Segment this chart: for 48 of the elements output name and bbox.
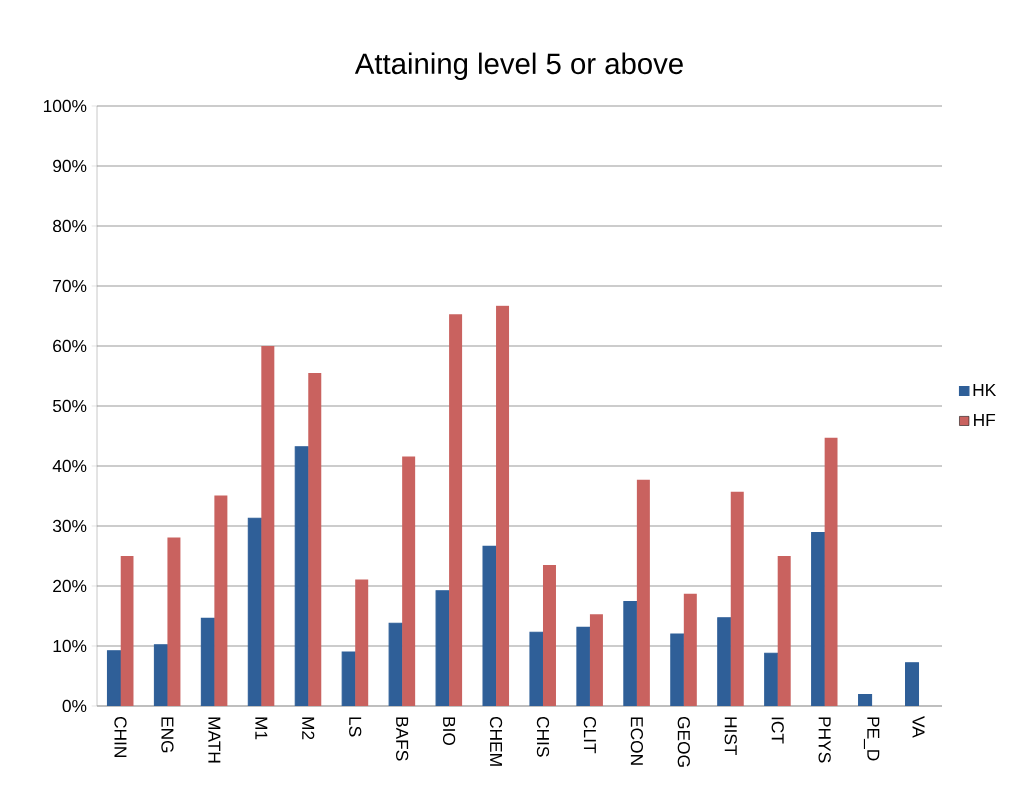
x-tick-label: GEOG (677, 716, 690, 767)
y-tick-label: 50% (52, 399, 87, 413)
bar (449, 314, 463, 706)
bar (777, 555, 791, 706)
y-tick-label: 80% (53, 219, 87, 233)
y-tick-label: 0% (62, 699, 87, 713)
bar (636, 479, 650, 706)
x-tick-label: CHIS (536, 716, 550, 757)
x-tick-label: BIO (442, 717, 456, 746)
x-tick-label: VA (912, 716, 925, 738)
x-tick-label: ENG (161, 717, 174, 753)
x-tick-label: M1 (255, 717, 268, 740)
x-tick-label: CHIN (114, 716, 127, 757)
bar (542, 564, 556, 706)
x-tick-label: ICT (771, 717, 784, 744)
x-tick-label: BAFS (396, 717, 409, 761)
bar (402, 456, 416, 706)
legend-label: HF (974, 413, 996, 426)
bar (355, 579, 369, 706)
x-tick-label: LS (349, 717, 362, 737)
bar (824, 437, 838, 706)
x-tick-label: PHYS (818, 717, 831, 763)
bar (496, 305, 510, 706)
y-tick-label: 60% (53, 339, 87, 353)
bar (214, 495, 228, 706)
x-tick-label: MATH (208, 717, 221, 763)
y-tick-label: 40% (52, 459, 87, 473)
x-tick-label: PE_D (863, 717, 880, 761)
y-tick-label: 10% (53, 639, 87, 653)
y-tick-label: 30% (52, 519, 87, 533)
bar (683, 593, 697, 706)
x-tick-label: HIST (724, 717, 737, 756)
x-tick-label: CHEM (489, 716, 503, 766)
bar (589, 614, 603, 706)
chart-title: Attaining level 5 or above (354, 52, 683, 80)
x-tick-label: ECON (630, 717, 644, 765)
x-tick-label: M2 (302, 717, 315, 740)
bar (730, 491, 744, 706)
bar (167, 537, 181, 706)
x-tick-label: CLIT (583, 716, 597, 754)
y-tick-label: 70% (53, 279, 87, 293)
y-tick-label: 100% (43, 99, 87, 113)
legend-label: HK (973, 384, 997, 396)
y-tick-label: 90% (53, 159, 87, 173)
bar (261, 345, 275, 706)
y-tick-label: 20% (53, 579, 87, 593)
bar (308, 372, 322, 706)
bar (120, 555, 134, 706)
